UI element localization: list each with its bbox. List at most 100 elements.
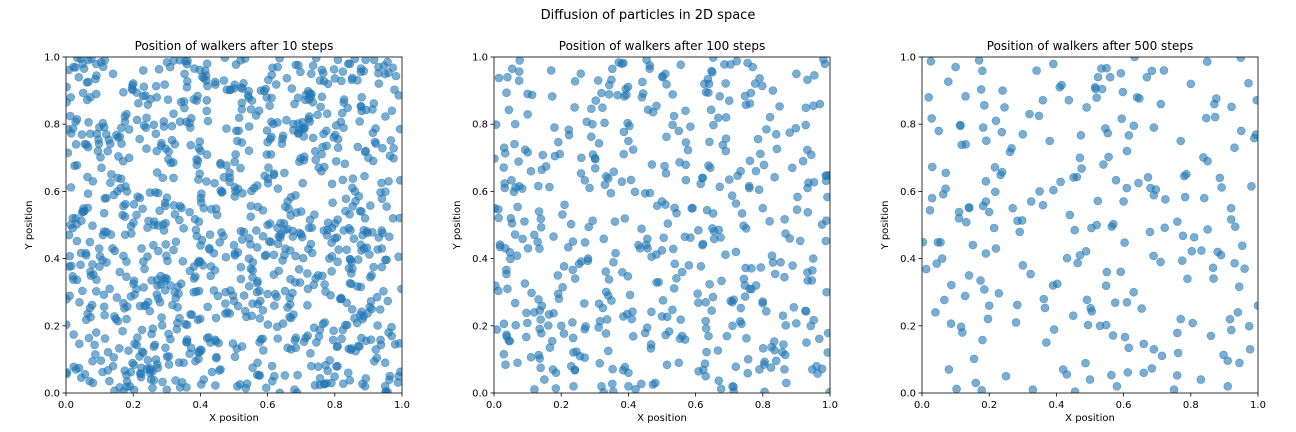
scatter-point: [124, 125, 134, 134]
scatter-point: [623, 271, 633, 281]
scatter-point: [152, 168, 162, 177]
scatter-point: [1235, 358, 1244, 368]
scatter-point: [313, 110, 322, 120]
y-tick-label: 0.0: [44, 389, 60, 400]
scatter-point: [72, 236, 82, 246]
scatter-point: [597, 88, 606, 98]
y-tick-label: 0.0: [472, 389, 488, 400]
scatter-point: [991, 116, 1001, 126]
scatter-point: [333, 341, 342, 351]
scatter-point: [694, 226, 703, 235]
scatter-point: [1251, 130, 1258, 139]
scatter-point: [751, 166, 761, 176]
scatter-point: [1176, 314, 1186, 324]
scatter-point: [704, 331, 713, 341]
scatter-point: [338, 325, 348, 335]
scatter-point: [758, 299, 768, 308]
scatter-point: [258, 231, 268, 241]
scatter-point: [71, 63, 80, 72]
scatter-point: [98, 118, 108, 128]
scatter-point: [700, 79, 709, 89]
scatter-point: [1189, 232, 1199, 242]
scatter-point: [676, 60, 686, 70]
scatter-point: [196, 345, 205, 354]
scatter-point: [628, 307, 637, 316]
scatter-point: [248, 299, 257, 308]
scatter-point: [1068, 311, 1078, 321]
scatter-point: [717, 276, 726, 286]
scatter-point: [175, 215, 184, 225]
scatter-point: [628, 331, 638, 341]
scatter-point: [283, 343, 292, 353]
scatter-points: [66, 57, 402, 393]
scatter-point: [99, 290, 109, 300]
scatter-point: [500, 179, 509, 188]
scatter-point: [345, 375, 355, 385]
scatter-point: [132, 284, 141, 294]
scatter-point: [1102, 63, 1111, 73]
scatter-point: [1124, 343, 1134, 353]
scatter-point: [569, 348, 578, 357]
scatter-point: [106, 178, 115, 188]
scatter-point: [586, 132, 596, 142]
scatter-point: [242, 379, 252, 388]
scatter-point: [291, 343, 301, 353]
scatter-point: [230, 352, 240, 362]
scatter-point: [158, 377, 167, 387]
scatter-point: [360, 171, 369, 181]
scatter-point: [1069, 173, 1078, 182]
scatter-point: [162, 251, 171, 261]
scatter-point: [1226, 203, 1236, 213]
scatter-point: [71, 140, 81, 149]
scatter-point: [1206, 331, 1216, 341]
scatter-point: [978, 66, 987, 76]
scatter-point: [1052, 279, 1062, 289]
scatter-point: [1196, 375, 1206, 384]
scatter-point: [510, 230, 520, 239]
scatter-point: [1147, 66, 1157, 76]
scatter-point: [593, 76, 603, 85]
scatter-point: [762, 125, 771, 134]
scatter-point: [668, 305, 677, 315]
scatter-point: [1065, 210, 1075, 220]
scatter-point: [285, 246, 295, 255]
scatter-point: [221, 309, 230, 318]
scatter-point: [1082, 295, 1092, 305]
scatter-point: [922, 264, 931, 274]
scatter-point: [91, 74, 100, 84]
scatter-point: [210, 265, 220, 275]
x-ticks: 0.0 0.2 0.4 0.6 0.8 1.0: [58, 393, 410, 411]
scatter-point: [138, 204, 147, 214]
scatter-point: [729, 295, 739, 305]
scatter-point: [681, 138, 691, 147]
scatter-point: [994, 288, 1004, 298]
scatter-point: [315, 373, 325, 383]
scatter-point: [1087, 223, 1096, 233]
scatter-point: [385, 371, 395, 381]
scatter-point: [661, 200, 670, 209]
scatter-point: [91, 328, 101, 337]
y-tick-label: 0.2: [44, 321, 60, 332]
scatter-point: [1075, 250, 1085, 260]
scatter-point: [619, 58, 628, 68]
scatter-point: [580, 353, 590, 363]
scatter-point: [1001, 371, 1011, 381]
scatter-point: [196, 380, 206, 389]
y-tick-label: 0.8: [472, 120, 488, 131]
scatter-point: [195, 169, 204, 178]
scatter-point: [505, 247, 515, 257]
scatter-point: [1082, 103, 1091, 112]
scatter-point: [925, 205, 935, 215]
scatter-point: [252, 287, 262, 297]
scatter-point: [66, 148, 73, 158]
scatter-point: [168, 158, 178, 167]
scatter-point: [169, 109, 178, 118]
scatter-point: [674, 358, 684, 368]
scatter-point: [303, 300, 312, 310]
scatter-point: [544, 310, 554, 319]
scatter-point: [701, 324, 711, 333]
scatter-point: [338, 175, 348, 185]
scatter-point: [546, 66, 556, 75]
scatter-point: [792, 205, 802, 214]
scatter-point: [602, 315, 612, 324]
